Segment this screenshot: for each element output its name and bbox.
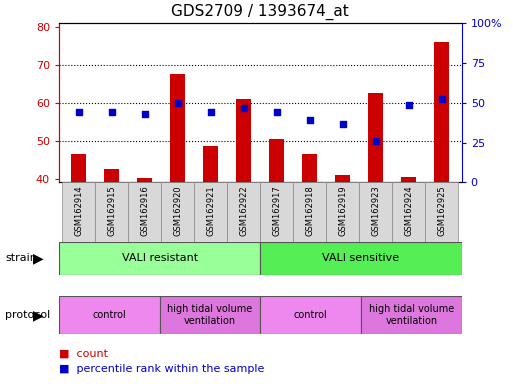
Bar bbox=[336, 175, 350, 182]
Text: strain: strain bbox=[5, 253, 37, 263]
Bar bbox=[435, 42, 449, 182]
Text: GSM162916: GSM162916 bbox=[141, 185, 149, 236]
Point bbox=[372, 137, 380, 144]
FancyBboxPatch shape bbox=[59, 296, 160, 334]
Text: GSM162921: GSM162921 bbox=[206, 185, 215, 236]
Point bbox=[174, 100, 182, 106]
Bar bbox=[402, 177, 417, 182]
Bar bbox=[368, 93, 383, 182]
Text: GSM162915: GSM162915 bbox=[107, 185, 116, 236]
Text: GSM162914: GSM162914 bbox=[74, 185, 83, 236]
Text: control: control bbox=[92, 310, 126, 320]
Point bbox=[108, 109, 116, 115]
Text: protocol: protocol bbox=[5, 310, 50, 320]
FancyBboxPatch shape bbox=[360, 182, 392, 242]
Bar bbox=[71, 154, 86, 182]
Text: GSM162923: GSM162923 bbox=[371, 185, 380, 236]
FancyBboxPatch shape bbox=[392, 182, 425, 242]
Text: GSM162925: GSM162925 bbox=[438, 185, 446, 236]
Text: GSM162922: GSM162922 bbox=[240, 185, 248, 236]
Point bbox=[207, 109, 215, 115]
Text: control: control bbox=[294, 310, 328, 320]
FancyBboxPatch shape bbox=[62, 182, 95, 242]
Point bbox=[240, 105, 248, 111]
Text: ▶: ▶ bbox=[33, 251, 44, 265]
FancyBboxPatch shape bbox=[128, 182, 161, 242]
Text: VALI sensitive: VALI sensitive bbox=[323, 253, 400, 263]
FancyBboxPatch shape bbox=[326, 182, 360, 242]
FancyBboxPatch shape bbox=[59, 242, 260, 275]
Point bbox=[339, 121, 347, 127]
Text: ■  count: ■ count bbox=[59, 348, 108, 358]
Point bbox=[141, 111, 149, 117]
Title: GDS2709 / 1393674_at: GDS2709 / 1393674_at bbox=[171, 4, 349, 20]
Bar bbox=[236, 99, 251, 182]
Point bbox=[438, 96, 446, 102]
Text: GSM162919: GSM162919 bbox=[339, 185, 347, 236]
Text: GSM162917: GSM162917 bbox=[272, 185, 281, 236]
Bar bbox=[303, 154, 317, 182]
Text: high tidal volume
ventilation: high tidal volume ventilation bbox=[167, 304, 252, 326]
Bar bbox=[104, 169, 119, 182]
FancyBboxPatch shape bbox=[95, 182, 128, 242]
Text: GSM162920: GSM162920 bbox=[173, 185, 182, 236]
FancyBboxPatch shape bbox=[425, 182, 459, 242]
Bar bbox=[204, 146, 218, 182]
Bar bbox=[170, 74, 185, 182]
FancyBboxPatch shape bbox=[227, 182, 261, 242]
FancyBboxPatch shape bbox=[260, 242, 462, 275]
Point bbox=[405, 101, 413, 108]
Text: GSM162918: GSM162918 bbox=[305, 185, 314, 236]
FancyBboxPatch shape bbox=[160, 296, 260, 334]
Bar bbox=[269, 139, 284, 182]
Text: ▶: ▶ bbox=[33, 308, 44, 322]
FancyBboxPatch shape bbox=[194, 182, 227, 242]
Text: high tidal volume
ventilation: high tidal volume ventilation bbox=[369, 304, 454, 326]
FancyBboxPatch shape bbox=[293, 182, 326, 242]
Bar bbox=[137, 178, 152, 182]
FancyBboxPatch shape bbox=[161, 182, 194, 242]
Text: ■  percentile rank within the sample: ■ percentile rank within the sample bbox=[59, 364, 264, 374]
FancyBboxPatch shape bbox=[261, 182, 293, 242]
Text: VALI resistant: VALI resistant bbox=[122, 253, 198, 263]
Point bbox=[273, 109, 281, 115]
Point bbox=[75, 109, 83, 115]
FancyBboxPatch shape bbox=[260, 296, 361, 334]
Point bbox=[306, 117, 314, 123]
Text: GSM162924: GSM162924 bbox=[404, 185, 413, 236]
FancyBboxPatch shape bbox=[361, 296, 462, 334]
